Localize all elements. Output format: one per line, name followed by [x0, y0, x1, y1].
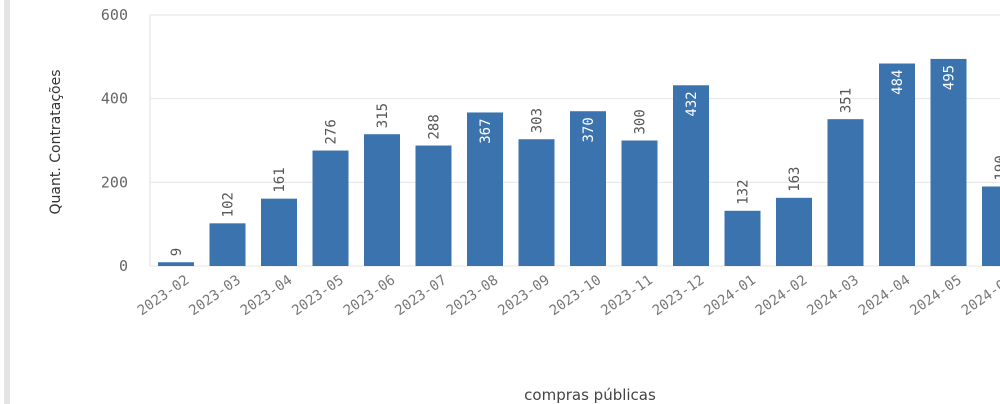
x-tick-label: 2023-09 [495, 272, 553, 319]
bar[interactable] [776, 197, 812, 266]
bar[interactable] [312, 150, 349, 266]
data-label: 484 [890, 70, 906, 95]
scrollbar-track[interactable] [4, 0, 10, 404]
data-label: 495 [942, 65, 958, 90]
bar[interactable] [930, 58, 967, 266]
data-label: 370 [581, 117, 597, 142]
data-label: 351 [839, 88, 855, 113]
x-tick-label: 2023-03 [186, 272, 244, 319]
x-tick-label: 2023-12 [650, 272, 708, 319]
bar[interactable] [467, 112, 503, 266]
y-tick-label: 400 [101, 90, 128, 108]
bar[interactable] [261, 198, 297, 266]
bar[interactable] [364, 134, 400, 266]
x-tick-label: 2024-05 [907, 272, 965, 319]
x-tick-label: 2024-02 [753, 272, 811, 319]
bar[interactable] [415, 145, 452, 266]
data-label: 432 [684, 91, 700, 116]
x-axis-label: compras públicas [524, 386, 656, 404]
bar[interactable] [158, 262, 194, 266]
bar[interactable] [518, 139, 555, 266]
x-tick-label: 2024-01 [701, 272, 759, 319]
data-label: 300 [633, 109, 649, 134]
y-axis-label: Quant. Contratações [48, 69, 64, 214]
y-axis-ticks: 0 200 400 600 [101, 6, 128, 275]
bar[interactable] [827, 119, 864, 266]
data-label: 161 [272, 167, 288, 192]
x-tick-label: 2023-06 [341, 272, 399, 319]
bars [158, 58, 1000, 267]
y-tick-label: 200 [101, 173, 128, 191]
data-label: 315 [375, 103, 391, 128]
bar[interactable] [673, 85, 709, 266]
data-label: 288 [427, 114, 443, 139]
data-label: 163 [787, 167, 803, 192]
data-labels: 9 102 161 276 315 288 367 303 370 300 432 132 163 351… [169, 65, 1000, 256]
x-tick-label: 2024-03 [804, 272, 862, 319]
bar[interactable] [724, 210, 761, 266]
data-label: 132 [736, 179, 752, 204]
y-tick-label: 0 [119, 257, 128, 275]
x-tick-label: 2024-04 [856, 272, 914, 319]
x-tick-label: 2023-07 [392, 272, 450, 319]
bar[interactable] [982, 186, 1000, 266]
x-tick-label: 2023-04 [238, 272, 296, 319]
x-tick-label: 2023-05 [289, 272, 347, 319]
data-label: 276 [324, 119, 340, 144]
data-label: 190 [993, 155, 1000, 180]
x-tick-label: 2023-11 [598, 272, 656, 319]
x-axis-ticks: 2023-022023-032023-042023-052023-062023-… [135, 272, 1000, 319]
bar[interactable] [570, 111, 606, 266]
data-label: 102 [221, 192, 237, 217]
data-label: 367 [478, 118, 494, 143]
bar[interactable] [621, 140, 658, 267]
x-tick-label: 2023-08 [444, 272, 502, 319]
bar[interactable] [879, 63, 915, 266]
x-tick-label: 2023-10 [547, 272, 605, 319]
y-tick-label: 600 [101, 6, 128, 24]
data-label: 9 [169, 248, 185, 256]
bar[interactable] [209, 223, 246, 266]
x-tick-label: 2024-06 [959, 272, 1000, 319]
data-label: 303 [530, 108, 546, 133]
x-tick-label: 2023-02 [135, 272, 193, 319]
